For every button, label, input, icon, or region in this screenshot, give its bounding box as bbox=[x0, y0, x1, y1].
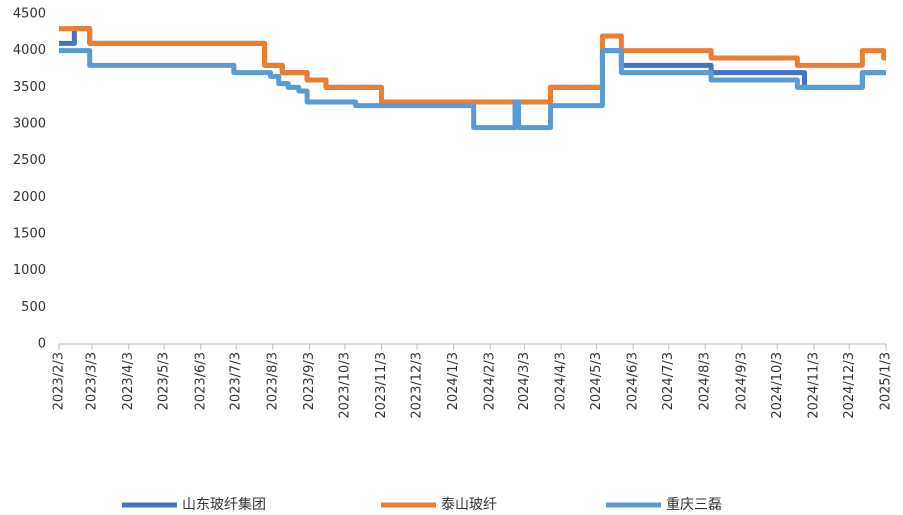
x-tick-label: 2024/11/3 bbox=[806, 352, 821, 419]
x-tick-label: 2023/12/3 bbox=[409, 352, 424, 419]
series-line bbox=[59, 48, 887, 131]
x-tick-label: 2024/5/3 bbox=[589, 352, 604, 410]
x-tick-label: 2024/1/3 bbox=[446, 352, 461, 410]
x-tick-label: 2023/6/3 bbox=[193, 352, 208, 410]
y-tick-label: 1500 bbox=[13, 227, 46, 242]
y-tick-label: 4500 bbox=[13, 7, 46, 22]
y-tick-label: 500 bbox=[21, 300, 46, 315]
x-tick-label: 2023/2/3 bbox=[52, 352, 67, 410]
y-tick-label: 1000 bbox=[13, 263, 46, 278]
x-tick-label: 2024/8/3 bbox=[698, 352, 713, 410]
legend-label: 泰山玻纤 bbox=[441, 497, 497, 513]
x-tick-label: 2024/7/3 bbox=[661, 352, 676, 410]
x-tick-label: 2024/4/3 bbox=[554, 352, 569, 410]
x-tick-label: 2024/10/3 bbox=[770, 352, 785, 419]
x-tick-label: 2023/10/3 bbox=[337, 352, 352, 419]
x-tick-label: 2025/1/3 bbox=[879, 352, 894, 410]
x-tick-label: 2024/2/3 bbox=[483, 352, 498, 410]
x-tick-label: 2023/4/3 bbox=[121, 352, 136, 410]
series-line bbox=[59, 26, 887, 105]
x-tick-label: 2024/3/3 bbox=[517, 352, 532, 410]
x-tick-label: 2024/9/3 bbox=[734, 352, 749, 410]
x-tick-label: 2023/8/3 bbox=[265, 352, 280, 410]
y-tick-label: 3500 bbox=[13, 80, 46, 95]
y-tick-label: 2500 bbox=[13, 153, 46, 168]
x-tick-label: 2023/9/3 bbox=[302, 352, 317, 410]
x-tick-label: 2024/6/3 bbox=[626, 352, 641, 410]
legend-label: 重庆三磊 bbox=[666, 497, 722, 513]
y-tick-label: 2000 bbox=[13, 190, 46, 205]
x-tick-label: 2023/11/3 bbox=[374, 352, 389, 419]
x-tick-label: 2023/3/3 bbox=[85, 352, 100, 410]
x-tick-label: 2023/5/3 bbox=[157, 352, 172, 410]
y-tick-label: 4000 bbox=[13, 43, 46, 58]
y-tick-label: 0 bbox=[38, 337, 46, 352]
y-tick-label: 3000 bbox=[13, 117, 46, 132]
x-tick-label: 2024/12/3 bbox=[842, 352, 857, 419]
x-tick-label: 2023/7/3 bbox=[229, 352, 244, 410]
legend-label: 山东玻纤集团 bbox=[182, 496, 266, 513]
